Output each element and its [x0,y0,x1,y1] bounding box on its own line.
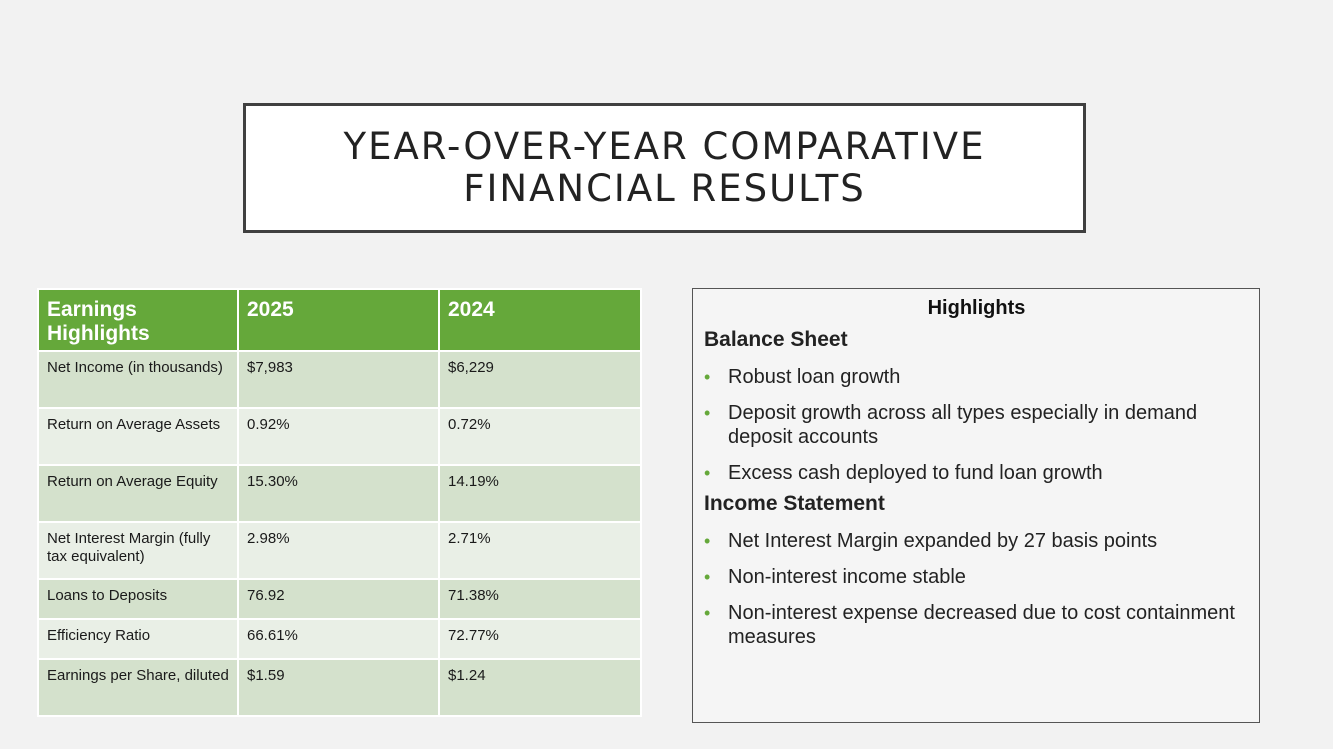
title-box: YEAR-OVER-YEAR COMPARATIVE FINANCIAL RES… [243,103,1086,233]
row-value-2025: 76.92 [237,578,440,620]
list-item-text: Net Interest Margin expanded by 27 basis… [728,530,1158,552]
balance-sheet-list: • Robust loan growth • Deposit growth acro… [704,365,1249,485]
list-item: • Non-interest income stable [704,565,1249,589]
balance-sheet-heading: Balance Sheet [704,328,848,351]
row-value-2024: 72.77% [438,618,642,660]
row-value-2024: 0.72% [438,407,642,466]
page-title-line-2: FINANCIAL RESULTS [463,167,866,210]
list-item-text: Non-interest expense decreased due to co… [728,602,1235,648]
header-2025: 2025 [237,288,440,352]
table-row: Loans to Deposits 76.92 71.38% [37,578,642,620]
list-item-text: Robust loan growth [728,366,901,388]
income-statement-heading: Income Statement [704,492,885,515]
table-row: Net Interest Margin (fully tax equivalen… [37,521,642,580]
bullet-icon: • [704,367,711,387]
row-value-2025: 0.92% [237,407,440,466]
row-label: Efficiency Ratio [37,618,239,660]
list-item-text: Non-interest income stable [728,566,966,588]
table-row: Return on Average Assets 0.92% 0.72% [37,407,642,466]
header-2024: 2024 [438,288,642,352]
row-value-2024: $6,229 [438,350,642,409]
bullet-icon: • [704,531,711,551]
bullet-icon: • [704,603,711,623]
row-label: Return on Average Assets [37,407,239,466]
row-value-2025: $1.59 [237,658,440,717]
row-label: Return on Average Equity [37,464,239,523]
highlights-title: Highlights [927,297,1026,319]
row-value-2024: 14.19% [438,464,642,523]
row-value-2025: 15.30% [237,464,440,523]
list-item: • Deposit growth across all types especia… [704,401,1249,449]
row-label: Earnings per Share, diluted [37,658,239,717]
row-label: Loans to Deposits [37,578,239,620]
table-row: Return on Average Equity 15.30% 14.19% [37,464,642,523]
list-item: • Net Interest Margin expanded by 27 basi… [704,529,1249,553]
list-item: • Non-interest expense decreased due to c… [704,601,1249,649]
highlights-box: Highlights Balance Sheet • Robust loan gr… [692,288,1260,723]
list-item-text: Excess cash deployed to fund loan growth [728,462,1103,484]
page-title-line-1: YEAR-OVER-YEAR COMPARATIVE [343,125,986,168]
list-item-text: Deposit growth across all types especial… [728,402,1198,448]
table-header-row: Earnings Highlights 2025 2024 [37,288,642,352]
row-value-2025: 2.98% [237,521,440,580]
row-value-2025: $7,983 [237,350,440,409]
row-label: Net Interest Margin (fully tax equivalen… [37,521,239,580]
list-item: • Excess cash deployed to fund loan growt… [704,461,1249,485]
earnings-table: Earnings Highlights 2025 2024 Net Income… [37,288,642,717]
bullet-icon: • [704,403,711,423]
row-label: Net Income (in thousands) [37,350,239,409]
row-value-2024: 2.71% [438,521,642,580]
header-earnings-highlights: Earnings Highlights [37,288,239,352]
bullet-icon: • [704,567,711,587]
bullet-icon: • [704,463,711,483]
table-row: Efficiency Ratio 66.61% 72.77% [37,618,642,660]
row-value-2024: 71.38% [438,578,642,620]
table-row: Net Income (in thousands) $7,983 $6,229 [37,350,642,409]
income-statement-list: • Net Interest Margin expanded by 27 basi… [704,529,1249,649]
row-value-2025: 66.61% [237,618,440,660]
row-value-2024: $1.24 [438,658,642,717]
list-item: • Robust loan growth [704,365,1249,389]
table-row: Earnings per Share, diluted $1.59 $1.24 [37,658,642,717]
